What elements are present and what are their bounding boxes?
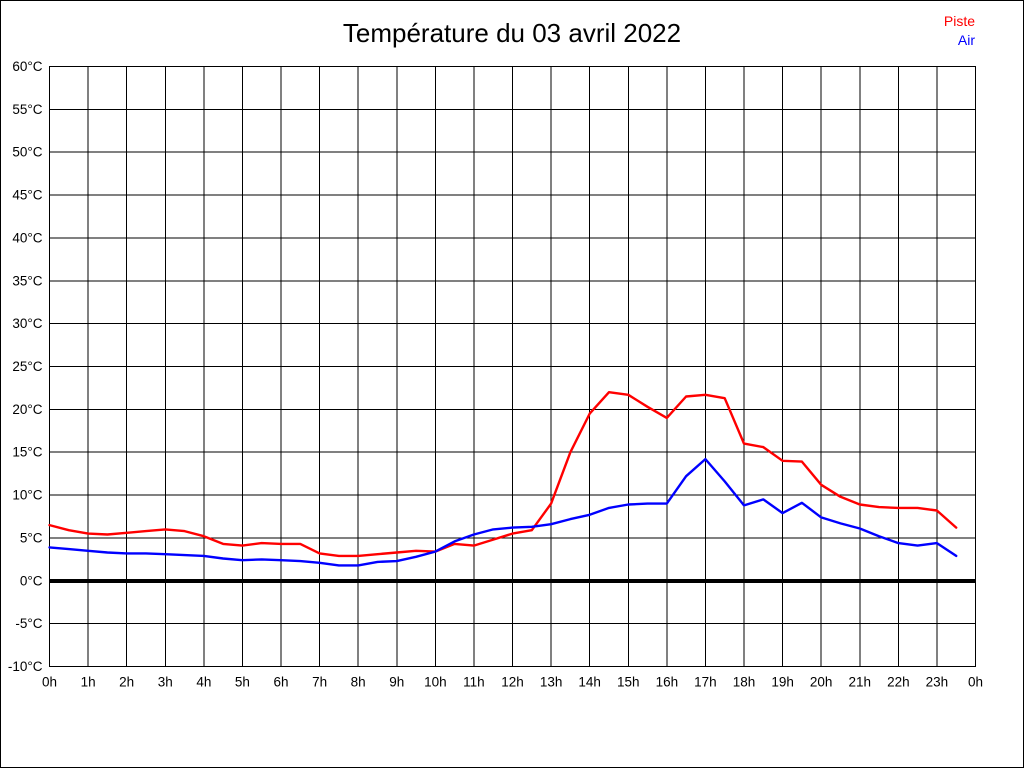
y-axis-tick-label: -10°C [8, 659, 43, 674]
y-axis-tick-label: 25°C [12, 359, 42, 374]
x-axis-tick-label: 16h [656, 675, 679, 690]
legend: Piste Air [944, 12, 975, 50]
plot-border [49, 66, 976, 667]
y-axis-tick-label: 20°C [12, 402, 42, 417]
x-axis-tick-label: 5h [235, 675, 250, 690]
x-axis-tick-label: 20h [810, 675, 833, 690]
y-axis-tick-label: 50°C [12, 145, 42, 160]
x-axis-tick-label: 23h [926, 675, 949, 690]
y-axis-tick-label: 0°C [20, 573, 43, 588]
y-axis-tick-label: 5°C [20, 530, 43, 545]
y-axis-tick-label: 60°C [12, 59, 42, 74]
y-axis-tick-label: 35°C [12, 273, 42, 288]
x-axis-tick-label: 9h [389, 675, 404, 690]
x-axis-tick-label: 17h [694, 675, 717, 690]
x-axis-tick-label: 11h [463, 675, 485, 690]
x-axis-tick-label: 22h [887, 675, 910, 690]
x-axis-tick-label: 18h [733, 675, 756, 690]
piste-line [48, 391, 958, 558]
x-axis-tick-label: 1h [81, 675, 96, 690]
page-title: Température du 03 avril 2022 [342, 18, 682, 48]
x-axis-tick-label: 8h [351, 675, 366, 690]
x-axis-tick-label: 12h [501, 675, 524, 690]
y-axis-tick-label: 40°C [12, 230, 42, 245]
x-axis-tick-label: 3h [158, 675, 173, 690]
x-axis-tick-label: 15h [617, 675, 640, 690]
x-axis-tick-label: 2h [119, 675, 134, 690]
legend-item-air: Air [957, 32, 975, 48]
x-axis-tick-label: 21h [848, 675, 871, 690]
y-axis-tick-label: 45°C [12, 188, 42, 203]
air-line [48, 457, 958, 567]
x-axis-tick-label: 13h [540, 675, 563, 690]
x-axis-tick-label: 0h [968, 675, 983, 690]
x-axis-tick-label: 14h [578, 675, 601, 690]
x-axis-tick-label: 0h [42, 675, 57, 690]
legend-item-piste: Piste [943, 13, 975, 29]
y-axis-tick-label: 30°C [12, 316, 42, 331]
y-axis-tick-label: -5°C [15, 616, 42, 631]
x-axis-tick-label: 4h [196, 675, 211, 690]
y-axis-tick-label: 15°C [12, 445, 42, 460]
y-axis-tick-label: 55°C [12, 102, 42, 117]
x-axis-tick-label: 10h [424, 675, 447, 690]
y-axis-tick-label: 10°C [12, 488, 42, 503]
x-axis-tick-label: 6h [273, 675, 288, 690]
x-axis-tick-label: 7h [312, 675, 327, 690]
x-axis-tick-label: 19h [771, 675, 794, 690]
